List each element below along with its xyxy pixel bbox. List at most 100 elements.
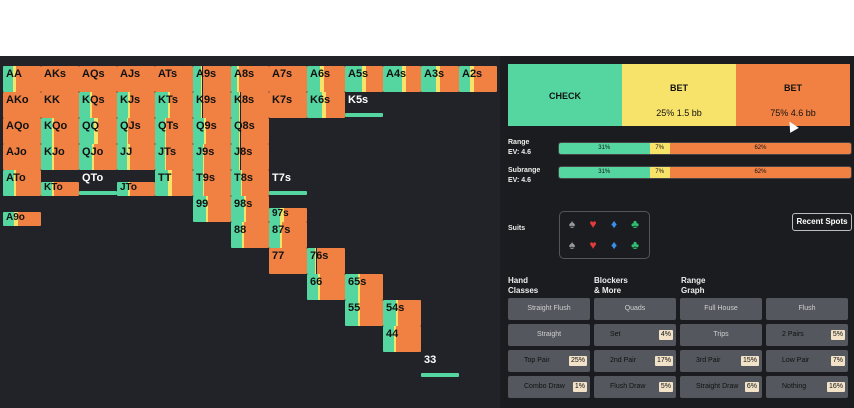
hand-cell[interactable]: JTs [155, 144, 193, 170]
hand-cell[interactable]: AKo [3, 92, 41, 118]
diamond-icon[interactable]: ♦ [610, 217, 618, 231]
hand-cell[interactable]: KK [41, 92, 79, 118]
hand-class-button[interactable]: Combo Draw 1% [508, 376, 590, 398]
hand-class-pct: 7% [830, 356, 845, 366]
hand-cell[interactable]: K5s [345, 92, 383, 118]
hand-cell[interactable]: KTs [155, 92, 193, 118]
hand-class-button[interactable]: Straight Draw 6% [680, 376, 762, 398]
hand-cell[interactable]: K7s [269, 92, 307, 118]
hand-cell[interactable]: AQo [3, 118, 41, 144]
hand-class-button[interactable]: Top Pair 25% [508, 350, 590, 372]
hand-class-button[interactable]: 3rd Pair 15% [680, 350, 762, 372]
hand-cell[interactable]: 88 [231, 222, 269, 248]
club-icon[interactable]: ♣ [631, 217, 639, 231]
hand-cell[interactable]: AA [3, 66, 41, 92]
solver-app: AA AKs AQs AJs ATs A9s A8s A7s A6s A5s A4s A3s A2s AK… [0, 56, 854, 408]
cell-fill [193, 196, 207, 222]
hand-cell[interactable]: Q9s [193, 118, 231, 144]
hand-class-button[interactable]: Quads [594, 298, 676, 320]
hand-cell[interactable]: 44 [383, 326, 421, 352]
hand-cell[interactable]: A5s [345, 66, 383, 92]
hand-class-button[interactable]: Nothing 16% [766, 376, 848, 398]
hand-cell[interactable]: A2s [459, 66, 497, 92]
hand-cell[interactable]: 54s [383, 300, 421, 326]
hand-cell[interactable]: 65s [345, 274, 383, 300]
hand-cell[interactable]: A6s [307, 66, 345, 92]
hand-cell[interactable]: JJ [117, 144, 155, 170]
hand-class-button[interactable]: 2 Pairs 5% [766, 324, 848, 346]
hand-cell[interactable]: A7s [269, 66, 307, 92]
heart-icon[interactable]: ♥ [589, 217, 597, 231]
hand-cell[interactable]: K8s [231, 92, 269, 118]
hand-cell[interactable]: T8s [231, 170, 269, 196]
hand-cell[interactable]: QQ [79, 118, 117, 144]
cell-plate [345, 113, 383, 117]
hand-label: 66 [310, 276, 323, 288]
hand-class-button[interactable]: Flush [766, 298, 848, 320]
hand-cell[interactable]: 87s [269, 222, 307, 248]
hand-cell[interactable]: T7s [269, 170, 307, 196]
hand-cell[interactable]: QTs [155, 118, 193, 144]
hand-class-button[interactable]: 2nd Pair 17% [594, 350, 676, 372]
hand-cell[interactable]: Q8s [231, 118, 269, 144]
tab-blockers[interactable]: Blockers & More [594, 276, 628, 295]
hand-cell[interactable]: A4s [383, 66, 421, 92]
tab-range-graph[interactable]: Range Graph [681, 276, 706, 295]
hand-cell[interactable]: 55 [345, 300, 383, 326]
hand-class-button[interactable]: Straight [508, 324, 590, 346]
hand-cell[interactable]: J8s [231, 144, 269, 170]
hand-cell[interactable]: ATo [3, 170, 41, 196]
spade-icon[interactable]: ♠ [568, 217, 576, 231]
hand-cell[interactable]: 99 [193, 196, 231, 222]
cell-fill [155, 170, 169, 196]
club-icon[interactable]: ♣ [631, 238, 639, 252]
hand-class-button[interactable]: Set 4% [594, 324, 676, 346]
hand-class-button[interactable]: Straight Flush [508, 298, 590, 320]
hand-cell[interactable]: QJo [79, 144, 117, 170]
hand-cell[interactable]: KJs [117, 92, 155, 118]
hand-cell[interactable]: A9o [3, 212, 41, 226]
hand-cell[interactable]: KQo [41, 118, 79, 144]
action-bet-large-button[interactable]: BET 75% 4.6 bb [736, 64, 850, 126]
hand-cell[interactable]: A9s [193, 66, 231, 92]
heart-icon[interactable]: ♥ [589, 238, 597, 252]
hand-cell[interactable]: J9s [193, 144, 231, 170]
action-bet-small-button[interactable]: BET 25% 1.5 bb [622, 64, 736, 126]
hand-cell[interactable]: 66 [307, 274, 345, 300]
tab-hand-classes[interactable]: Hand Classes [508, 276, 539, 295]
hand-cell[interactable]: KTo [41, 182, 79, 196]
hand-cell[interactable]: 98s [231, 196, 269, 222]
hand-cell[interactable]: ATs [155, 66, 193, 92]
hand-cell[interactable]: AKs [41, 66, 79, 92]
hand-cell[interactable]: 76s [307, 248, 345, 274]
hand-cell[interactable]: QTo [79, 170, 117, 196]
hand-class-button[interactable]: Full House [680, 298, 762, 320]
hand-cell[interactable]: K6s [307, 92, 345, 118]
hand-class-button[interactable]: Trips [680, 324, 762, 346]
cell-fill [90, 92, 93, 118]
hand-class-button[interactable]: Flush Draw 5% [594, 376, 676, 398]
hand-cell[interactable]: K9s [193, 92, 231, 118]
hand-cell[interactable]: T9s [193, 170, 231, 196]
strategy-panel: CHECK BET 25% 1.5 bb BET 75% 4.6 bb Rang… [500, 56, 854, 408]
hand-cell[interactable]: 97s [269, 208, 307, 222]
diamond-icon[interactable]: ♦ [610, 238, 618, 252]
hand-cell[interactable]: KJo [41, 144, 79, 170]
cell-fill [12, 66, 17, 92]
hand-class-name: Straight Draw [696, 383, 739, 390]
hand-cell[interactable]: AJo [3, 144, 41, 170]
hand-cell[interactable]: 77 [269, 248, 307, 274]
recent-spots-button[interactable]: Recent Spots [792, 213, 852, 231]
hand-cell[interactable]: AQs [79, 66, 117, 92]
action-check-button[interactable]: CHECK [508, 64, 622, 126]
hand-cell[interactable]: TT [155, 170, 193, 196]
hand-cell[interactable]: 33 [421, 352, 459, 378]
hand-cell[interactable]: JTo [117, 182, 155, 196]
hand-cell[interactable]: KQs [79, 92, 117, 118]
hand-cell[interactable]: QJs [117, 118, 155, 144]
hand-cell[interactable]: AJs [117, 66, 155, 92]
hand-class-button[interactable]: Low Pair 7% [766, 350, 848, 372]
hand-cell[interactable]: A8s [231, 66, 269, 92]
hand-cell[interactable]: A3s [421, 66, 459, 92]
spade-icon[interactable]: ♠ [568, 238, 576, 252]
